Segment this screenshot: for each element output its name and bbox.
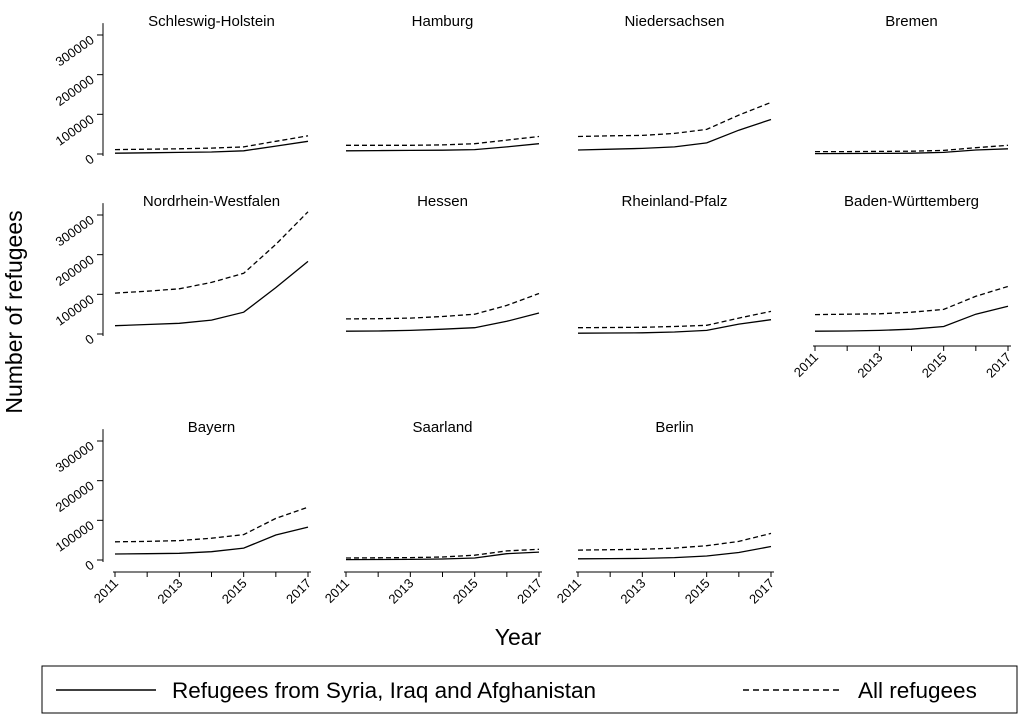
y-tick-label: 200000 [53,72,97,109]
series-all-refugees [815,144,1009,153]
x-tick-label: 2011 [791,350,821,380]
x-tick-label: 2017 [283,576,314,607]
series-all-refugees [345,292,540,320]
x-tick-label: 2015 [682,576,713,607]
series-all-refugees [114,135,309,151]
y-tick-label: 100000 [53,112,97,149]
legend-box [41,665,1018,714]
series-syria-iraq-afghanistan [577,319,772,334]
y-tick-label: 100000 [53,292,97,329]
panel-rheinland-pfalz: Rheinland-Pfalz [577,193,772,334]
series-all-refugees [346,135,540,146]
panel-bremen: Bremen [814,13,1009,155]
x-tick-label: 2013 [154,576,185,607]
series-syria-iraq-afghanistan [345,551,540,561]
panel-title: Bremen [885,13,938,30]
panel-title: Saarland [412,419,472,436]
y-tick-label: 0 [82,557,97,573]
x-tick-label: 2013 [617,576,648,607]
x-tick-label: 2017 [983,350,1014,381]
panel-title: Nordrhein-Westfalen [143,193,280,210]
x-tick-label: 2015 [450,576,481,607]
x-tick-label: 2011 [554,576,584,606]
panel-niedersachsen: Niedersachsen [577,13,772,151]
y-tick-label: 0 [82,151,97,167]
panel-berlin: Berlin 2011 2013 2015 2017 [554,419,777,607]
panel-title: Hamburg [412,13,474,30]
panel-title: Berlin [655,419,693,436]
series-syria-iraq-afghanistan [114,260,309,327]
panel-title: Bayern [188,419,236,436]
y-tick-label: 100000 [53,518,97,555]
panel-title: Schleswig-Holstein [148,13,275,30]
series-syria-iraq-afghanistan [577,545,772,560]
legend-label-all: All refugees [858,678,977,703]
y-tick-label: 0 [82,331,97,347]
series-all-refugees [814,285,1009,316]
x-tick-label: 2011 [322,576,352,606]
series-all-refugees [114,211,309,294]
series-syria-iraq-afghanistan [577,118,772,151]
y-tick-label: 200000 [53,252,97,289]
x-axis-label: Year [495,624,542,650]
series-syria-iraq-afghanistan [345,143,540,152]
panel-title: Rheinland-Pfalz [622,193,728,210]
x-tick-label: 2017 [514,576,545,607]
panel-title: Niedersachsen [624,13,724,30]
x-tick-label: 2013 [385,576,416,607]
series-syria-iraq-afghanistan [814,148,1009,155]
y-tick-label: 200000 [53,478,97,515]
series-syria-iraq-afghanistan [114,140,309,154]
y-axis-label: Number of refugees [1,210,27,413]
panel-title: Baden-Württemberg [844,193,979,210]
panel-saarland: Saarland 2011 2013 2015 2017 [322,419,545,607]
series-syria-iraq-afghanistan [114,526,309,555]
panels: Schleswig-Holstein0100000200000300000Ham… [53,13,1015,607]
panel-hessen: Hessen [345,193,540,332]
panel-baden-w-rttemberg: Baden-Württemberg 2011 2013 2015 2017 [791,193,1014,381]
legend-label-syria: Refugees from Syria, Iraq and Afghanista… [172,678,596,703]
y-tick-label: 300000 [53,32,97,69]
series-syria-iraq-afghanistan [345,312,540,332]
series-all-refugees [577,101,772,138]
series-all-refugees [345,548,540,559]
x-tick-label: 2015 [219,576,250,607]
y-tick-label: 300000 [53,438,97,475]
x-tick-label: 2013 [854,350,885,381]
legend: Refugees from Syria, Iraq and Afghanista… [41,665,1018,714]
series-all-refugees [577,310,772,329]
series-all-refugees [114,506,309,543]
x-tick-label: 2015 [919,350,950,381]
x-tick-label: 2011 [91,576,121,606]
x-tick-label: 2017 [746,576,777,607]
series-all-refugees [577,532,772,551]
series-syria-iraq-afghanistan [814,305,1009,332]
y-tick-label: 300000 [53,212,97,249]
panel-title: Hessen [417,193,468,210]
panel-hamburg: Hamburg [345,13,540,152]
